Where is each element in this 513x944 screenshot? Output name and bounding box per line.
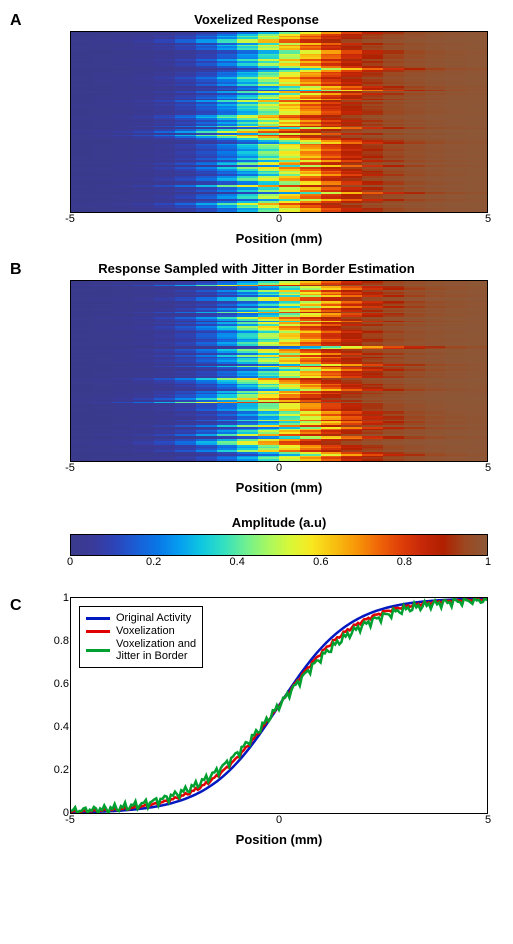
panel-a: A Voxelized Response Line number 2040608…	[10, 12, 503, 246]
panel-c-xlabel: Position (mm)	[70, 832, 488, 847]
panel-b: B Response Sampled with Jitter in Border…	[10, 261, 503, 495]
legend: Original ActivityVoxelizationVoxelizatio…	[79, 606, 203, 668]
panel-c: C Mean response (a.u.) 00.20.40.60.81 Or…	[10, 597, 503, 847]
panel-c-xticks: -505	[70, 814, 488, 830]
colorbar-title: Amplitude (a.u)	[70, 515, 488, 530]
panel-a-plot: Line number 20406080100 -505 Position (m…	[70, 31, 488, 246]
panel-letter-c: C	[10, 597, 22, 615]
heatmap-b: 20406080100	[70, 280, 488, 462]
panel-b-plot: Line number 20406080100 -505 Position (m…	[70, 280, 488, 495]
panel-c-plot: Mean response (a.u.) 00.20.40.60.81 Orig…	[70, 597, 488, 847]
panel-b-xticks: -505	[70, 462, 488, 478]
panel-a-xticks: -505	[70, 213, 488, 229]
colorbar	[70, 534, 488, 556]
panel-letter-a: A	[10, 12, 22, 30]
colorbar-ticks: 00.20.40.60.81	[70, 556, 488, 572]
heatmap-a: 20406080100	[70, 31, 488, 213]
panel-b-xlabel: Position (mm)	[70, 480, 488, 495]
colorbar-section: Amplitude (a.u) 00.20.40.60.81	[70, 515, 488, 572]
line-plot: 00.20.40.60.81 Original ActivityVoxeliza…	[70, 597, 488, 814]
panel-b-title: Response Sampled with Jitter in Border E…	[10, 261, 503, 276]
panel-c-yticks: 00.20.40.60.81	[41, 598, 69, 813]
panel-a-xlabel: Position (mm)	[70, 231, 488, 246]
panel-a-title: Voxelized Response	[10, 12, 503, 27]
panel-letter-b: B	[10, 261, 22, 279]
